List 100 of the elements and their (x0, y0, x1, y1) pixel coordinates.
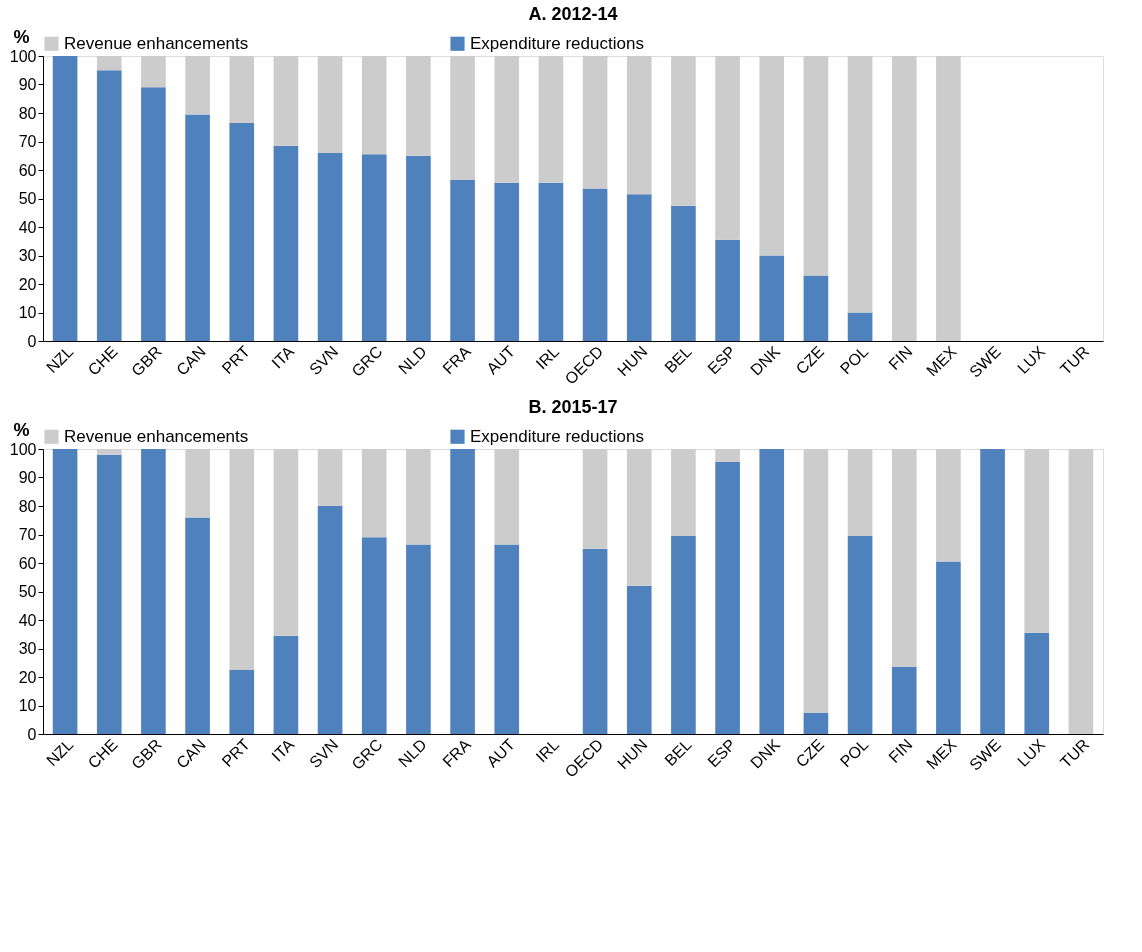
bar (450, 56, 475, 180)
bar (891, 56, 917, 341)
x-tick-label: CZE (792, 342, 828, 378)
bar (96, 56, 122, 71)
bar (229, 669, 255, 734)
bar (847, 56, 873, 313)
y-tick-label: 40 (18, 218, 37, 236)
y-tick-label: 60 (18, 161, 37, 179)
bar (96, 454, 122, 734)
legend-label: Expenditure reductions (470, 33, 644, 53)
bar (936, 56, 961, 341)
x-tick-label: BEL (661, 735, 695, 770)
y-tick-label: 0 (27, 725, 37, 743)
bar (406, 155, 431, 341)
bar (96, 449, 122, 455)
bar (185, 114, 210, 341)
y-tick-label: 80 (18, 497, 37, 515)
bar (317, 152, 343, 341)
bar (582, 188, 608, 341)
bar (626, 449, 652, 586)
x-tick-label: CZE (792, 735, 828, 771)
bar (450, 449, 475, 734)
bar (273, 145, 299, 341)
bar (715, 56, 740, 240)
x-tick-label: NZL (43, 342, 77, 377)
x-tick-label: NZL (43, 735, 77, 770)
x-tick-label: TUR (1056, 342, 1093, 379)
bar (847, 535, 873, 734)
y-tick-label: 80 (18, 104, 37, 122)
bar (803, 712, 829, 734)
bar (141, 56, 166, 88)
y-tick-label: 30 (18, 640, 37, 657)
bar (936, 561, 961, 734)
x-tick-label: FRA (439, 735, 475, 771)
y-tick-label: 0 (27, 332, 37, 350)
bar (538, 56, 564, 183)
bar (626, 56, 652, 195)
bar (803, 275, 829, 341)
bar (52, 449, 78, 734)
y-tick-label: 30 (18, 247, 37, 264)
bar (715, 449, 740, 462)
x-tick-label: ITA (268, 342, 298, 372)
bar (1024, 632, 1050, 734)
bar (1024, 449, 1050, 633)
bar (803, 449, 829, 713)
bar (1068, 449, 1094, 734)
x-tick-label: POL (836, 342, 872, 378)
bar (671, 205, 696, 341)
bar (759, 255, 785, 341)
bar (361, 449, 387, 538)
y-tick-label: 70 (18, 133, 37, 150)
bar (847, 312, 873, 341)
y-tick-label: 100 (9, 47, 37, 65)
bar (759, 56, 785, 256)
bar (891, 667, 917, 734)
legend-label: Revenue enhancements (64, 33, 249, 53)
bar (141, 449, 166, 734)
y-tick-label: 70 (18, 526, 37, 543)
bar (185, 449, 210, 518)
x-tick-label: IRL (532, 735, 563, 766)
x-tick-label: FIN (885, 342, 916, 374)
bar (715, 239, 740, 341)
bar (406, 56, 431, 156)
bar (450, 179, 475, 341)
bar (671, 535, 696, 734)
y-axis-title: % (13, 26, 30, 47)
bar (273, 449, 299, 636)
bar (273, 635, 299, 734)
bar (185, 56, 210, 115)
bar (96, 70, 122, 341)
bar (406, 449, 431, 545)
bar (361, 537, 387, 734)
bar (317, 506, 343, 734)
y-tick-label: 50 (18, 583, 37, 600)
x-tick-label: POL (836, 735, 872, 771)
bar (847, 449, 873, 536)
y-tick-label: 50 (18, 190, 37, 207)
y-tick-label: 20 (18, 275, 37, 293)
bar (626, 585, 652, 734)
bar (759, 449, 785, 734)
x-tick-label: NLD (395, 735, 430, 771)
bar (494, 449, 520, 545)
bar (671, 449, 696, 536)
bar (361, 56, 387, 155)
bar (494, 544, 520, 734)
x-tick-label: NLD (395, 342, 430, 378)
bar (936, 449, 961, 562)
bar (185, 517, 210, 734)
bar (980, 449, 1005, 734)
legend-label: Revenue enhancements (64, 426, 249, 446)
y-tick-label: 100 (9, 440, 37, 458)
y-axis-title: % (13, 419, 30, 440)
bar (626, 194, 652, 341)
y-tick-label: 90 (18, 469, 37, 486)
bar (229, 122, 255, 341)
chart-title: A. 2012-14 (528, 4, 618, 24)
bar (715, 461, 740, 734)
bar (582, 548, 608, 734)
y-tick-label: 20 (18, 668, 37, 686)
legend-label: Expenditure reductions (470, 426, 644, 446)
